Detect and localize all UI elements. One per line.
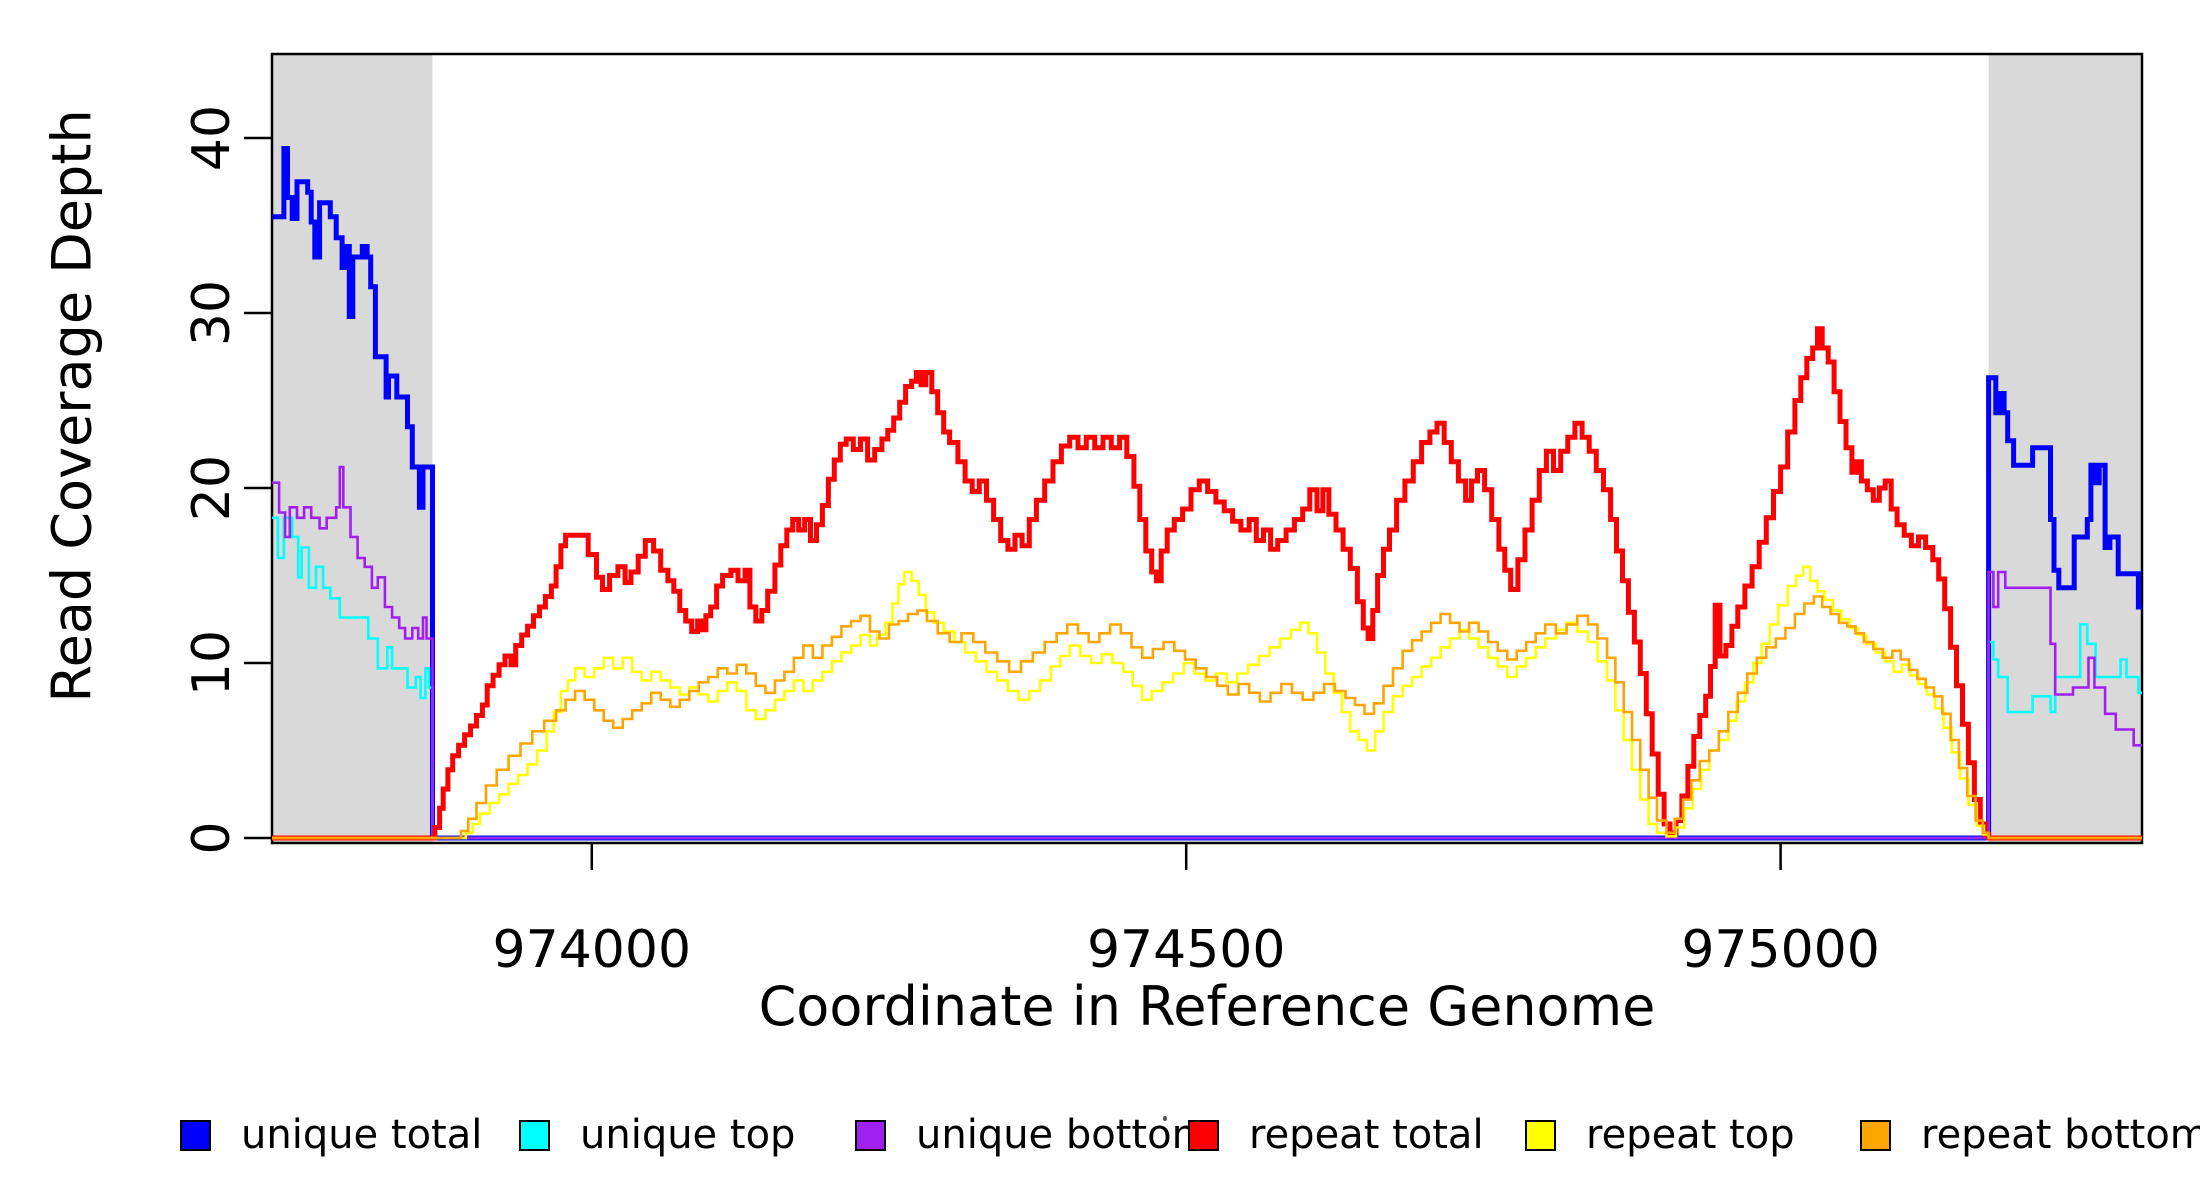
legend-item-repeat-total: repeat total <box>1188 1112 1484 1158</box>
repeat-top-swatch-icon <box>1525 1119 1556 1151</box>
series-repeat-bottom <box>272 595 2142 840</box>
x-tick-label: 974000 <box>493 920 692 980</box>
shaded-region-left <box>272 54 433 843</box>
series-repeat-total <box>272 326 2142 841</box>
y-tick-label: 20 <box>182 455 242 521</box>
y-tick-label: 10 <box>182 630 242 696</box>
x-tick-label: 975000 <box>1681 920 1880 980</box>
repeat-total-swatch-icon <box>1188 1119 1219 1151</box>
series-unique-bottom <box>272 465 2142 840</box>
series-unique-total <box>272 146 2142 841</box>
legend-label: unique top <box>580 1112 796 1158</box>
legend-label: unique bottom <box>916 1112 1211 1158</box>
y-tick-label: 40 <box>182 105 242 171</box>
series-unique-top <box>272 516 2142 840</box>
unique-total-swatch-icon <box>180 1119 211 1151</box>
plot-box <box>270 52 2144 845</box>
legend-label: unique total <box>241 1112 483 1158</box>
repeat-bottom-swatch-icon <box>1860 1119 1891 1151</box>
legend-item-repeat-bottom: repeat bottom <box>1860 1112 2200 1158</box>
x-axis-title: Coordinate in Reference Genome <box>758 975 1656 1038</box>
y-tick-label: 0 <box>182 821 242 854</box>
y-axis-title: Read Coverage Depth <box>40 109 104 703</box>
series-repeat-top <box>272 565 2142 840</box>
legend-label: repeat total <box>1249 1112 1484 1158</box>
x-tick-label: 974500 <box>1087 920 1286 980</box>
legend-item-unique-top: unique top <box>519 1112 795 1158</box>
stray-mark <box>1163 1116 1167 1121</box>
legend-item-unique-total: unique total <box>180 1112 482 1158</box>
unique-top-swatch-icon <box>519 1119 550 1151</box>
unique-bottom-swatch-icon <box>855 1119 886 1151</box>
y-tick-label: 30 <box>182 280 242 346</box>
legend-item-unique-bottom: unique bottom <box>855 1112 1211 1158</box>
legend-label: repeat top <box>1586 1112 1795 1158</box>
legend-label: repeat bottom <box>1921 1112 2200 1158</box>
legend-item-repeat-top: repeat top <box>1525 1112 1795 1158</box>
